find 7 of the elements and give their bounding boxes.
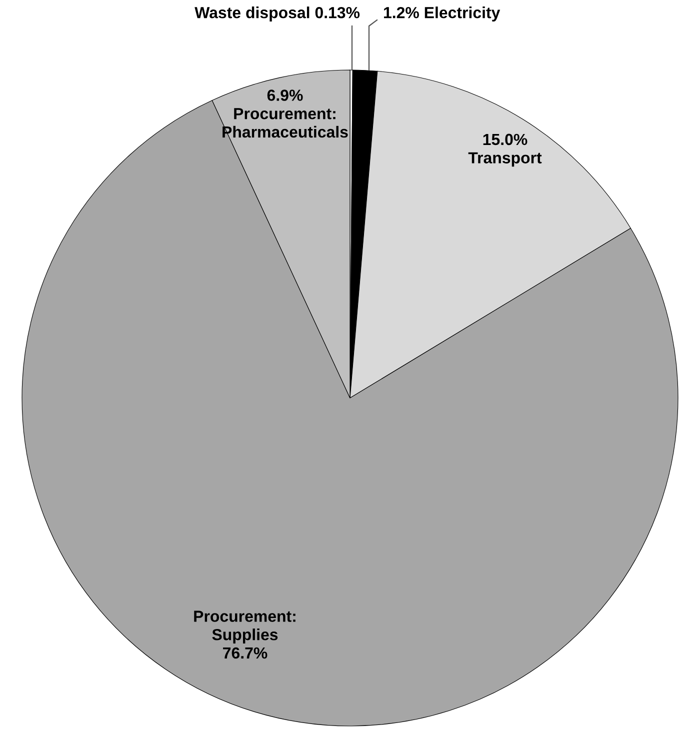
data-label: 76.7% [223,647,268,659]
slice-label: Transport [468,152,542,167]
data-label: 15.0% [483,134,528,146]
slice-label: Procurement: Supplies [194,610,296,644]
slice-label: 1.2% Electricity [384,6,500,22]
data-label: 6.9% [267,90,303,101]
slice-label: Waste disposal 0.13% [194,6,360,22]
